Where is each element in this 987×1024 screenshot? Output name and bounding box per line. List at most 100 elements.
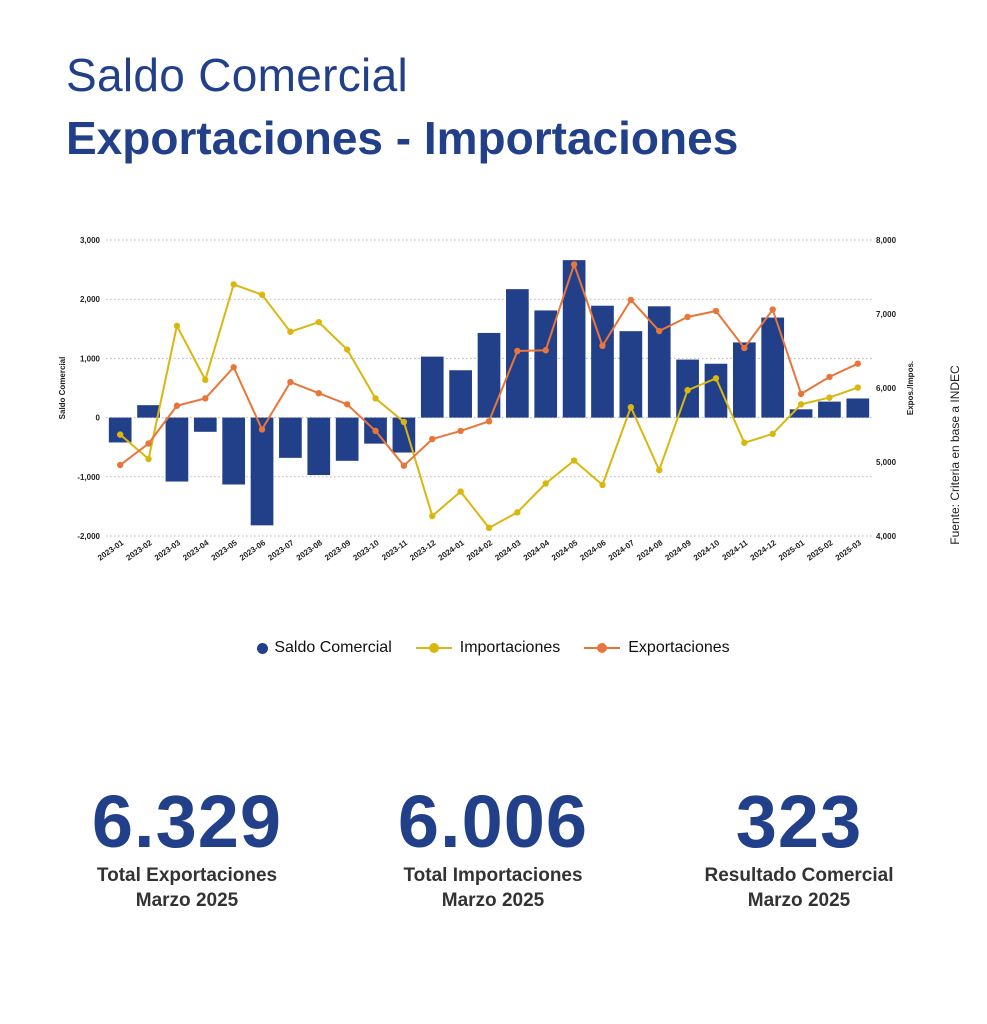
x-tick-label: 2024-12 xyxy=(749,538,779,563)
y-left-tick-label: 1,000 xyxy=(80,354,101,363)
x-tick-label: 2023-11 xyxy=(380,538,409,562)
imports-point xyxy=(854,384,862,391)
kpi-balance: 323 Resultado Comercial Marzo 2025 xyxy=(649,782,949,912)
imports-point xyxy=(343,346,351,353)
imports-point xyxy=(826,394,833,401)
x-tick-label: 2023-01 xyxy=(96,538,126,563)
imports-point xyxy=(684,387,691,394)
x-tick-label: 2023-07 xyxy=(266,538,296,563)
legend-balance-label: Saldo Comercial xyxy=(274,639,392,656)
balance-bar xyxy=(732,342,756,418)
legend-imports-label: Importaciones xyxy=(459,639,561,656)
y-left-tick-label: 2,000 xyxy=(80,295,101,304)
x-tick-label: 2025-02 xyxy=(805,538,835,563)
exports-point xyxy=(854,360,862,367)
balance-bar xyxy=(137,405,160,418)
y-right-tick-label: 4,000 xyxy=(876,532,897,541)
balance-bar xyxy=(818,401,841,418)
exports-point xyxy=(769,306,776,313)
x-tick-label: 2024-09 xyxy=(664,538,694,563)
imports-point xyxy=(599,481,606,489)
y-left-tick-label: 3,000 xyxy=(80,236,101,245)
kpi-exports-value: 6.329 xyxy=(91,780,283,863)
x-tick-label: 2023-06 xyxy=(238,538,268,563)
imports-point xyxy=(797,401,805,408)
page-title-line2: Exportaciones - Importaciones xyxy=(66,112,739,164)
x-tick-label: 2023-03 xyxy=(153,538,183,563)
imports-point xyxy=(258,291,266,298)
imports-point xyxy=(570,457,578,464)
y-right-axis-title: Expos./Impos. xyxy=(906,361,915,415)
x-tick-label: 2025-03 xyxy=(834,538,864,563)
imports-point xyxy=(429,512,436,520)
legend-exports-label: Exportaciones xyxy=(628,639,730,656)
y-left-tick-label: -1,000 xyxy=(77,473,100,482)
balance-bar xyxy=(562,260,586,418)
legend-balance-swatch xyxy=(257,642,269,654)
exports-point xyxy=(712,307,720,315)
kpi-imports-label: Total Importaciones xyxy=(403,865,583,886)
x-tick-label: 2024-10 xyxy=(692,538,722,563)
imports-point xyxy=(230,281,237,288)
balance-bar xyxy=(591,305,614,418)
kpi-exports-label: Total Exportaciones xyxy=(96,865,278,886)
chart-legend: Saldo Comercial Importaciones Exportacio… xyxy=(0,639,987,657)
exports-point xyxy=(343,401,351,408)
y-right-tick-label: 7,000 xyxy=(876,310,897,319)
exports-point xyxy=(457,427,464,435)
imports-point xyxy=(287,328,294,335)
y-right-tick-label: 8,000 xyxy=(876,236,897,245)
imports-point xyxy=(514,509,521,516)
x-tick-label: 2024-04 xyxy=(522,538,552,563)
balance-bar xyxy=(534,310,558,418)
legend-item-balance: Saldo Comercial xyxy=(257,639,392,657)
page-title-line1: Saldo Comercial xyxy=(66,49,408,101)
source-note: Fuente: Criteria en base a INDEC xyxy=(948,365,962,545)
exports-point xyxy=(656,327,663,335)
balance-bar xyxy=(222,417,246,485)
exports-point xyxy=(258,426,266,433)
imports-point xyxy=(400,418,408,426)
exports-point xyxy=(287,378,294,386)
exports-point xyxy=(797,390,805,398)
legend-exports-swatch xyxy=(584,643,621,653)
x-tick-label: 2023-09 xyxy=(323,538,353,563)
balance-bar xyxy=(647,306,671,418)
kpi-exports-period: Marzo 2025 xyxy=(135,890,239,911)
kpi-balance-value: 323 xyxy=(735,780,863,863)
legend-item-imports: Importaciones xyxy=(415,639,561,657)
imports-point xyxy=(116,431,124,438)
exports-point xyxy=(684,313,691,321)
x-tick-label: 2023-08 xyxy=(295,538,325,563)
balance-bar xyxy=(420,356,444,418)
exports-point xyxy=(826,373,833,381)
legend-imports-swatch xyxy=(415,643,452,653)
exports-point xyxy=(570,261,578,268)
exports-point xyxy=(230,364,237,371)
exports-point xyxy=(599,342,606,350)
balance-bar xyxy=(704,363,728,418)
y-left-axis-title: Saldo Comercial xyxy=(58,357,67,420)
balance-bar xyxy=(165,417,189,482)
y-right-tick-label: 6,000 xyxy=(876,384,897,393)
x-tick-label: 2024-05 xyxy=(550,538,580,563)
balance-bar xyxy=(279,417,302,458)
balance-bar xyxy=(619,331,643,418)
imports-point xyxy=(372,395,379,402)
exports-point xyxy=(741,344,748,352)
exports-point xyxy=(145,440,152,447)
balance-bar xyxy=(789,409,813,418)
kpi-imports-period: Marzo 2025 xyxy=(441,890,545,911)
x-tick-label: 2023-10 xyxy=(351,538,381,563)
imports-point xyxy=(315,318,322,326)
imports-point xyxy=(712,375,720,382)
y-right-tick-label: 5,000 xyxy=(876,458,897,467)
x-tick-label: 2024-01 xyxy=(437,538,467,563)
balance-bar xyxy=(335,417,359,461)
imports-point xyxy=(485,524,493,532)
exports-point xyxy=(514,347,521,355)
kpi-balance-label: Resultado Comercial xyxy=(704,865,894,886)
imports-point xyxy=(202,376,209,384)
exports-point xyxy=(315,389,322,397)
balance-bar xyxy=(846,398,870,418)
